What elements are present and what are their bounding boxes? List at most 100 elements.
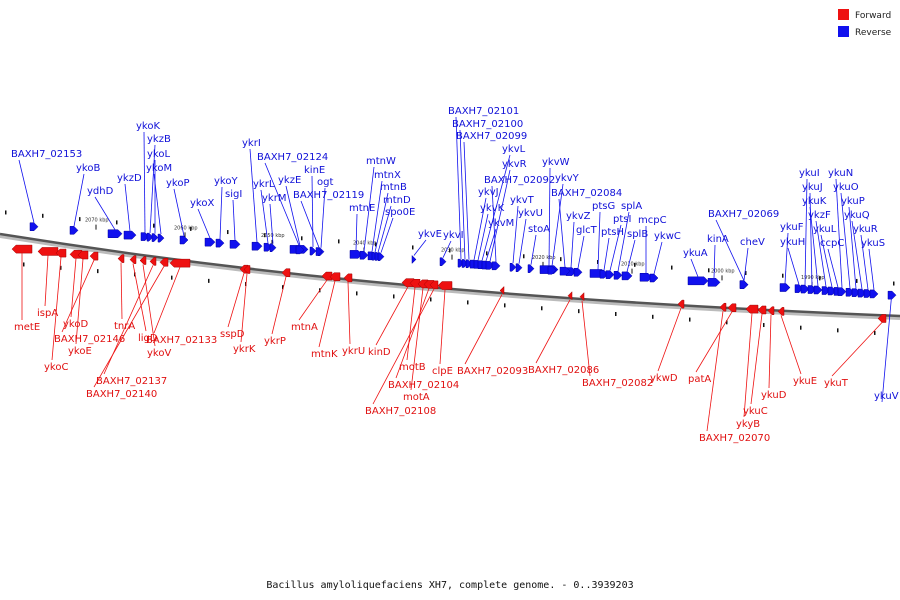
forward-gene-arrow	[55, 248, 67, 258]
forward-gene-label: ykuT	[824, 378, 849, 389]
reverse-leader	[260, 189, 269, 244]
reverse-gene-arrow	[29, 222, 39, 231]
reverse-gene-arrow	[527, 264, 535, 273]
reverse-gene-label: ykwC	[654, 231, 681, 242]
reverse-gene-label: ykvR	[502, 159, 527, 170]
forward-leader	[70, 258, 77, 318]
axis-mark	[449, 248, 451, 253]
forward-leader	[657, 307, 682, 372]
axis-mark	[5, 210, 7, 215]
reverse-leader	[73, 173, 85, 227]
forward-leader	[581, 300, 591, 377]
axis-mark	[634, 262, 636, 267]
forward-gene-label: ykuC	[743, 406, 768, 417]
reverse-gene-arrow	[377, 252, 385, 261]
reverse-gene-label: splB	[627, 229, 648, 240]
reverse-gene-arrow	[439, 257, 447, 266]
reverse-leader	[626, 239, 636, 272]
reverse-leader	[143, 131, 146, 233]
forward-gene-label: metE	[14, 322, 40, 333]
forward-gene-arrow	[159, 258, 169, 267]
reverse-leader	[609, 224, 622, 271]
forward-leader	[298, 279, 328, 321]
axis-mark	[338, 239, 340, 244]
forward-gene-label: BAXH7_02070	[699, 433, 770, 444]
forward-gene-label: BAXH7_02146	[54, 334, 125, 345]
reverse-gene-label: ykrI	[242, 138, 261, 149]
reverse-leader	[848, 206, 857, 289]
reverse-leader	[548, 167, 551, 266]
reverse-gene-label: mtnW	[366, 156, 396, 167]
reverse-gene-label: kinE	[304, 165, 325, 176]
forward-gene-arrow	[429, 280, 439, 290]
reverse-leader	[371, 180, 383, 252]
forward-gene-label: BAXH7_02137	[96, 376, 167, 387]
reverse-gene-arrow	[649, 273, 659, 283]
leader-lines	[18, 116, 893, 432]
reverse-leader	[491, 185, 497, 262]
forward-gene-arrow	[89, 251, 99, 261]
forward-leader	[347, 281, 351, 345]
reverse-gene-arrow	[179, 235, 189, 245]
reverse-leader	[551, 183, 564, 267]
reverse-leader	[715, 219, 745, 281]
reverse-leader	[442, 240, 452, 258]
forward-gene-label: ligD	[138, 333, 158, 344]
reverse-gene-label: ykzB	[147, 134, 171, 145]
axis-mark	[23, 262, 25, 267]
reverse-leader	[197, 208, 211, 239]
tick-label: 2000 kbp	[711, 268, 735, 274]
reverse-gene-label: ykuQ	[844, 210, 870, 221]
reverse-gene-label: ykvT	[510, 195, 535, 206]
forward-leader	[695, 311, 733, 373]
axis-mark	[208, 278, 210, 283]
tick-label: 1990 kbp	[801, 275, 825, 281]
axis-mark	[652, 314, 654, 319]
axis-mark	[79, 217, 81, 222]
reverse-gene-label: ykuF	[780, 222, 804, 233]
reverse-leader	[868, 248, 875, 290]
axis-mark	[523, 254, 525, 259]
reverse-leader	[840, 192, 851, 289]
reverse-leader	[690, 258, 699, 277]
axis-mark	[726, 320, 728, 325]
tick-label: 2060 kbp	[174, 225, 198, 231]
tick-label: 2030 kbp	[441, 248, 465, 254]
reverse-leader	[269, 203, 274, 244]
reverse-gene-label: ykvI	[443, 230, 464, 241]
reverse-gene-label: ykoL	[147, 149, 170, 160]
axis-mark	[301, 236, 303, 241]
reverse-leader	[784, 232, 789, 284]
reverse-gene-arrow	[613, 271, 623, 280]
reverse-leader	[489, 169, 511, 262]
reverse-leader	[455, 116, 462, 260]
reverse-gene-label: ykvY	[555, 173, 580, 184]
axis-mark	[800, 325, 802, 330]
forward-gene-label: BAXH7_02140	[86, 389, 157, 400]
axis-mark	[282, 285, 284, 290]
reverse-gene-label: ykzD	[117, 173, 142, 184]
axis-mark	[412, 245, 414, 250]
forward-gene-label: ykuE	[793, 376, 817, 387]
forward-leader	[132, 263, 147, 332]
reverse-gene-label: ykoM	[146, 163, 172, 174]
reverse-gene-arrow	[251, 241, 263, 251]
reverse-leader	[249, 148, 258, 243]
forward-leader	[750, 313, 763, 405]
axis-mark	[689, 317, 691, 322]
reverse-gene-label: ykoP	[166, 178, 190, 189]
forward-gene-arrow	[677, 299, 685, 309]
caption: Bacillus amyloliquefaciens XH7, complete…	[266, 580, 633, 591]
reverse-leader	[881, 291, 893, 403]
reverse-gene-label: BAXH7_02092	[484, 175, 555, 186]
reverse-gene-arrow	[295, 245, 305, 255]
forward-leader	[271, 276, 287, 335]
forward-gene-label: ykrU	[342, 346, 365, 357]
reverse-gene-label: ykuO	[833, 182, 859, 193]
forward-gene-label: BAXH7_02104	[388, 380, 459, 391]
forward-gene-arrow	[343, 273, 353, 283]
forward-leader	[372, 288, 435, 405]
axis-mark	[560, 257, 562, 262]
reverse-gene-arrow	[359, 250, 369, 260]
reverse-gene-label: ogt	[317, 177, 333, 188]
